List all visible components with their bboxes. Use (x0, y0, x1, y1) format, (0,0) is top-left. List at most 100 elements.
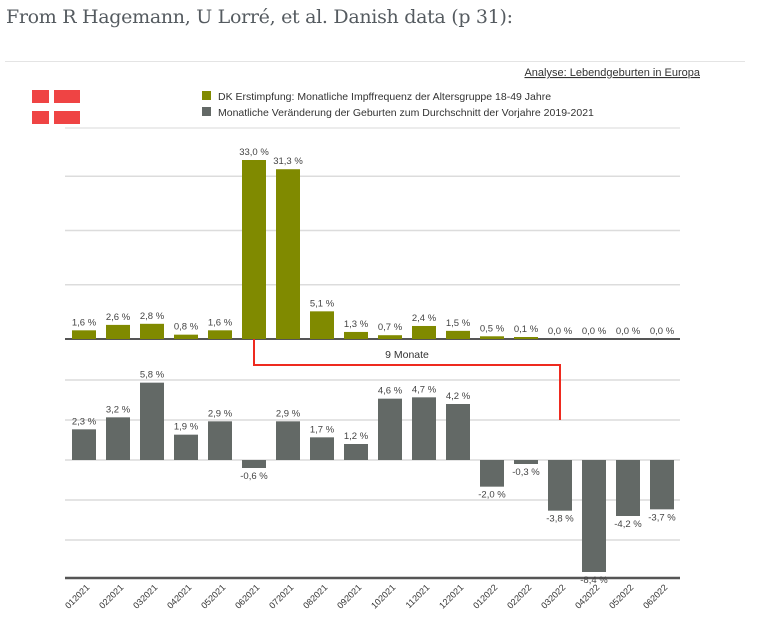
flag-field (32, 111, 49, 124)
bar-vaccination (72, 330, 96, 339)
bar-births (276, 421, 300, 460)
data-label-births: -2,0 % (478, 490, 506, 501)
bar-vaccination (446, 330, 470, 339)
data-label-vaccination: 0,8 % (174, 322, 199, 333)
bar-births (514, 460, 538, 464)
bar-births (242, 460, 266, 468)
bar-vaccination (378, 335, 402, 339)
bar-births (616, 460, 640, 516)
bar-vaccination (480, 336, 504, 339)
bar-births (72, 429, 96, 460)
data-label-vaccination: 0,5 % (480, 323, 505, 334)
flag-field (54, 90, 80, 103)
x-tick-label: 032021 (131, 582, 159, 610)
data-label-vaccination: 0,7 % (378, 322, 403, 333)
chart-title: Analyse: Lebendgeburten in Europa (524, 67, 700, 79)
x-tick-label: 112021 (404, 582, 432, 610)
data-label-vaccination: 5,1 % (310, 298, 335, 309)
x-tick-label: 042022 (573, 582, 601, 610)
bar-vaccination (242, 160, 266, 339)
annotation-label: 9 Monate (385, 349, 429, 361)
bar-vaccination (174, 334, 198, 339)
data-label-vaccination: 2,4 % (412, 313, 437, 324)
data-label-vaccination: 33,0 % (239, 147, 269, 158)
data-label-births: 2,9 % (208, 408, 233, 419)
data-label-births: 5,8 % (140, 370, 165, 381)
annotation-bracket (253, 339, 561, 420)
bar-births (650, 460, 674, 510)
x-tick-label: 042021 (165, 582, 193, 610)
bar-births (480, 460, 504, 487)
bar-births (582, 460, 606, 572)
bar-births (310, 437, 334, 460)
x-tick-label: 022021 (97, 582, 125, 610)
bar-vaccination (514, 337, 538, 339)
legend-label-births: Monatliche Veränderung der Geburten zum … (218, 107, 594, 119)
data-label-vaccination: 0,0 % (650, 326, 675, 337)
divider (5, 61, 745, 62)
bar-births (140, 382, 164, 460)
x-tick-label: 122021 (437, 582, 465, 610)
data-label-births: -4,2 % (614, 519, 642, 530)
data-label-births: 3,2 % (106, 404, 131, 415)
bar-vaccination (310, 311, 334, 339)
data-label-vaccination: 0,0 % (616, 326, 641, 337)
x-tick-label: 102021 (369, 582, 397, 610)
x-tick-label: 082021 (301, 582, 329, 610)
x-tick-label: 032022 (539, 582, 567, 610)
data-label-births: -8,4 % (580, 575, 608, 586)
data-label-births: -0,6 % (240, 471, 268, 482)
denmark-flag-icon (32, 90, 80, 124)
data-label-vaccination: 2,8 % (140, 311, 165, 322)
x-tick-label: 052021 (199, 582, 227, 610)
bar-births (378, 398, 402, 460)
data-label-births: -3,7 % (648, 512, 676, 523)
data-label-births: 4,7 % (412, 384, 437, 395)
x-tick-label: 072021 (267, 582, 295, 610)
flag-field (32, 90, 49, 103)
bar-vaccination (276, 169, 300, 339)
data-label-births: 1,9 % (174, 422, 199, 433)
legend-swatch-vaccination (202, 91, 211, 100)
bar-vaccination (140, 323, 164, 339)
caption: From R Hagemann, U Lorré, et al. Danish … (6, 6, 513, 28)
legend: DK Erstimpfung: Monatliche Impffrequenz … (202, 91, 594, 119)
data-label-births: -3,8 % (546, 514, 574, 525)
x-tick-label: 062021 (233, 582, 261, 610)
bar-births (174, 434, 198, 460)
bar-vaccination (106, 324, 130, 339)
bar-vaccination (208, 330, 232, 339)
x-tick-label: 062022 (641, 582, 669, 610)
data-label-vaccination: 1,6 % (208, 317, 233, 328)
data-label-vaccination: 1,3 % (344, 319, 369, 330)
bar-vaccination (412, 325, 436, 339)
bar-births (548, 460, 572, 511)
data-label-births: -0,3 % (512, 467, 540, 478)
data-label-births: 4,2 % (446, 391, 471, 402)
data-label-vaccination: 0,0 % (548, 326, 573, 337)
bar-births (208, 421, 232, 460)
bar-births (106, 417, 130, 460)
x-tick-label: 022022 (505, 582, 533, 610)
data-label-births: 1,2 % (344, 431, 369, 442)
data-label-vaccination: 2,6 % (106, 312, 131, 323)
x-tick-label: 012021 (63, 582, 91, 610)
legend-swatch-births (202, 107, 211, 116)
bar-births (412, 397, 436, 460)
bar-births (446, 404, 470, 460)
data-label-births: 2,3 % (72, 416, 97, 427)
x-tick-label: 052022 (607, 582, 635, 610)
bar-births (344, 444, 368, 460)
data-label-births: 2,9 % (276, 408, 301, 419)
legend-label-vaccination: DK Erstimpfung: Monatliche Impffrequenz … (218, 91, 551, 103)
data-label-vaccination: 1,6 % (72, 317, 97, 328)
x-tick-label: 092021 (335, 582, 363, 610)
data-label-vaccination: 1,5 % (446, 318, 471, 329)
data-label-vaccination: 31,3 % (273, 156, 303, 167)
x-tick-label: 012022 (471, 582, 499, 610)
data-label-vaccination: 0,1 % (514, 324, 539, 335)
flag-field (54, 111, 80, 124)
data-label-vaccination: 0,0 % (582, 326, 607, 337)
data-label-births: 4,6 % (378, 386, 403, 397)
